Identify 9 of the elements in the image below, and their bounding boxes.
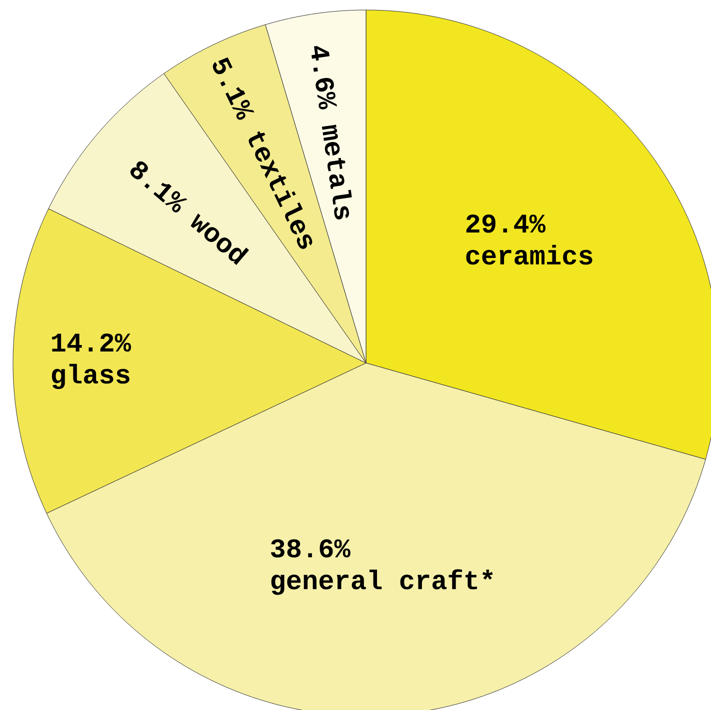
data-label: 5.1% xyxy=(212,57,254,120)
data-label: 38.6% xyxy=(270,539,350,558)
data-label: 4.6% xyxy=(312,46,337,110)
data-label: 14.2% xyxy=(52,333,132,352)
data-label: 29.4% xyxy=(466,214,546,233)
slice-label: glass xyxy=(52,364,130,390)
slice-label: general craft* xyxy=(271,569,493,595)
slice-label: ceramics xyxy=(466,244,592,265)
slice-label: metals xyxy=(322,124,352,220)
